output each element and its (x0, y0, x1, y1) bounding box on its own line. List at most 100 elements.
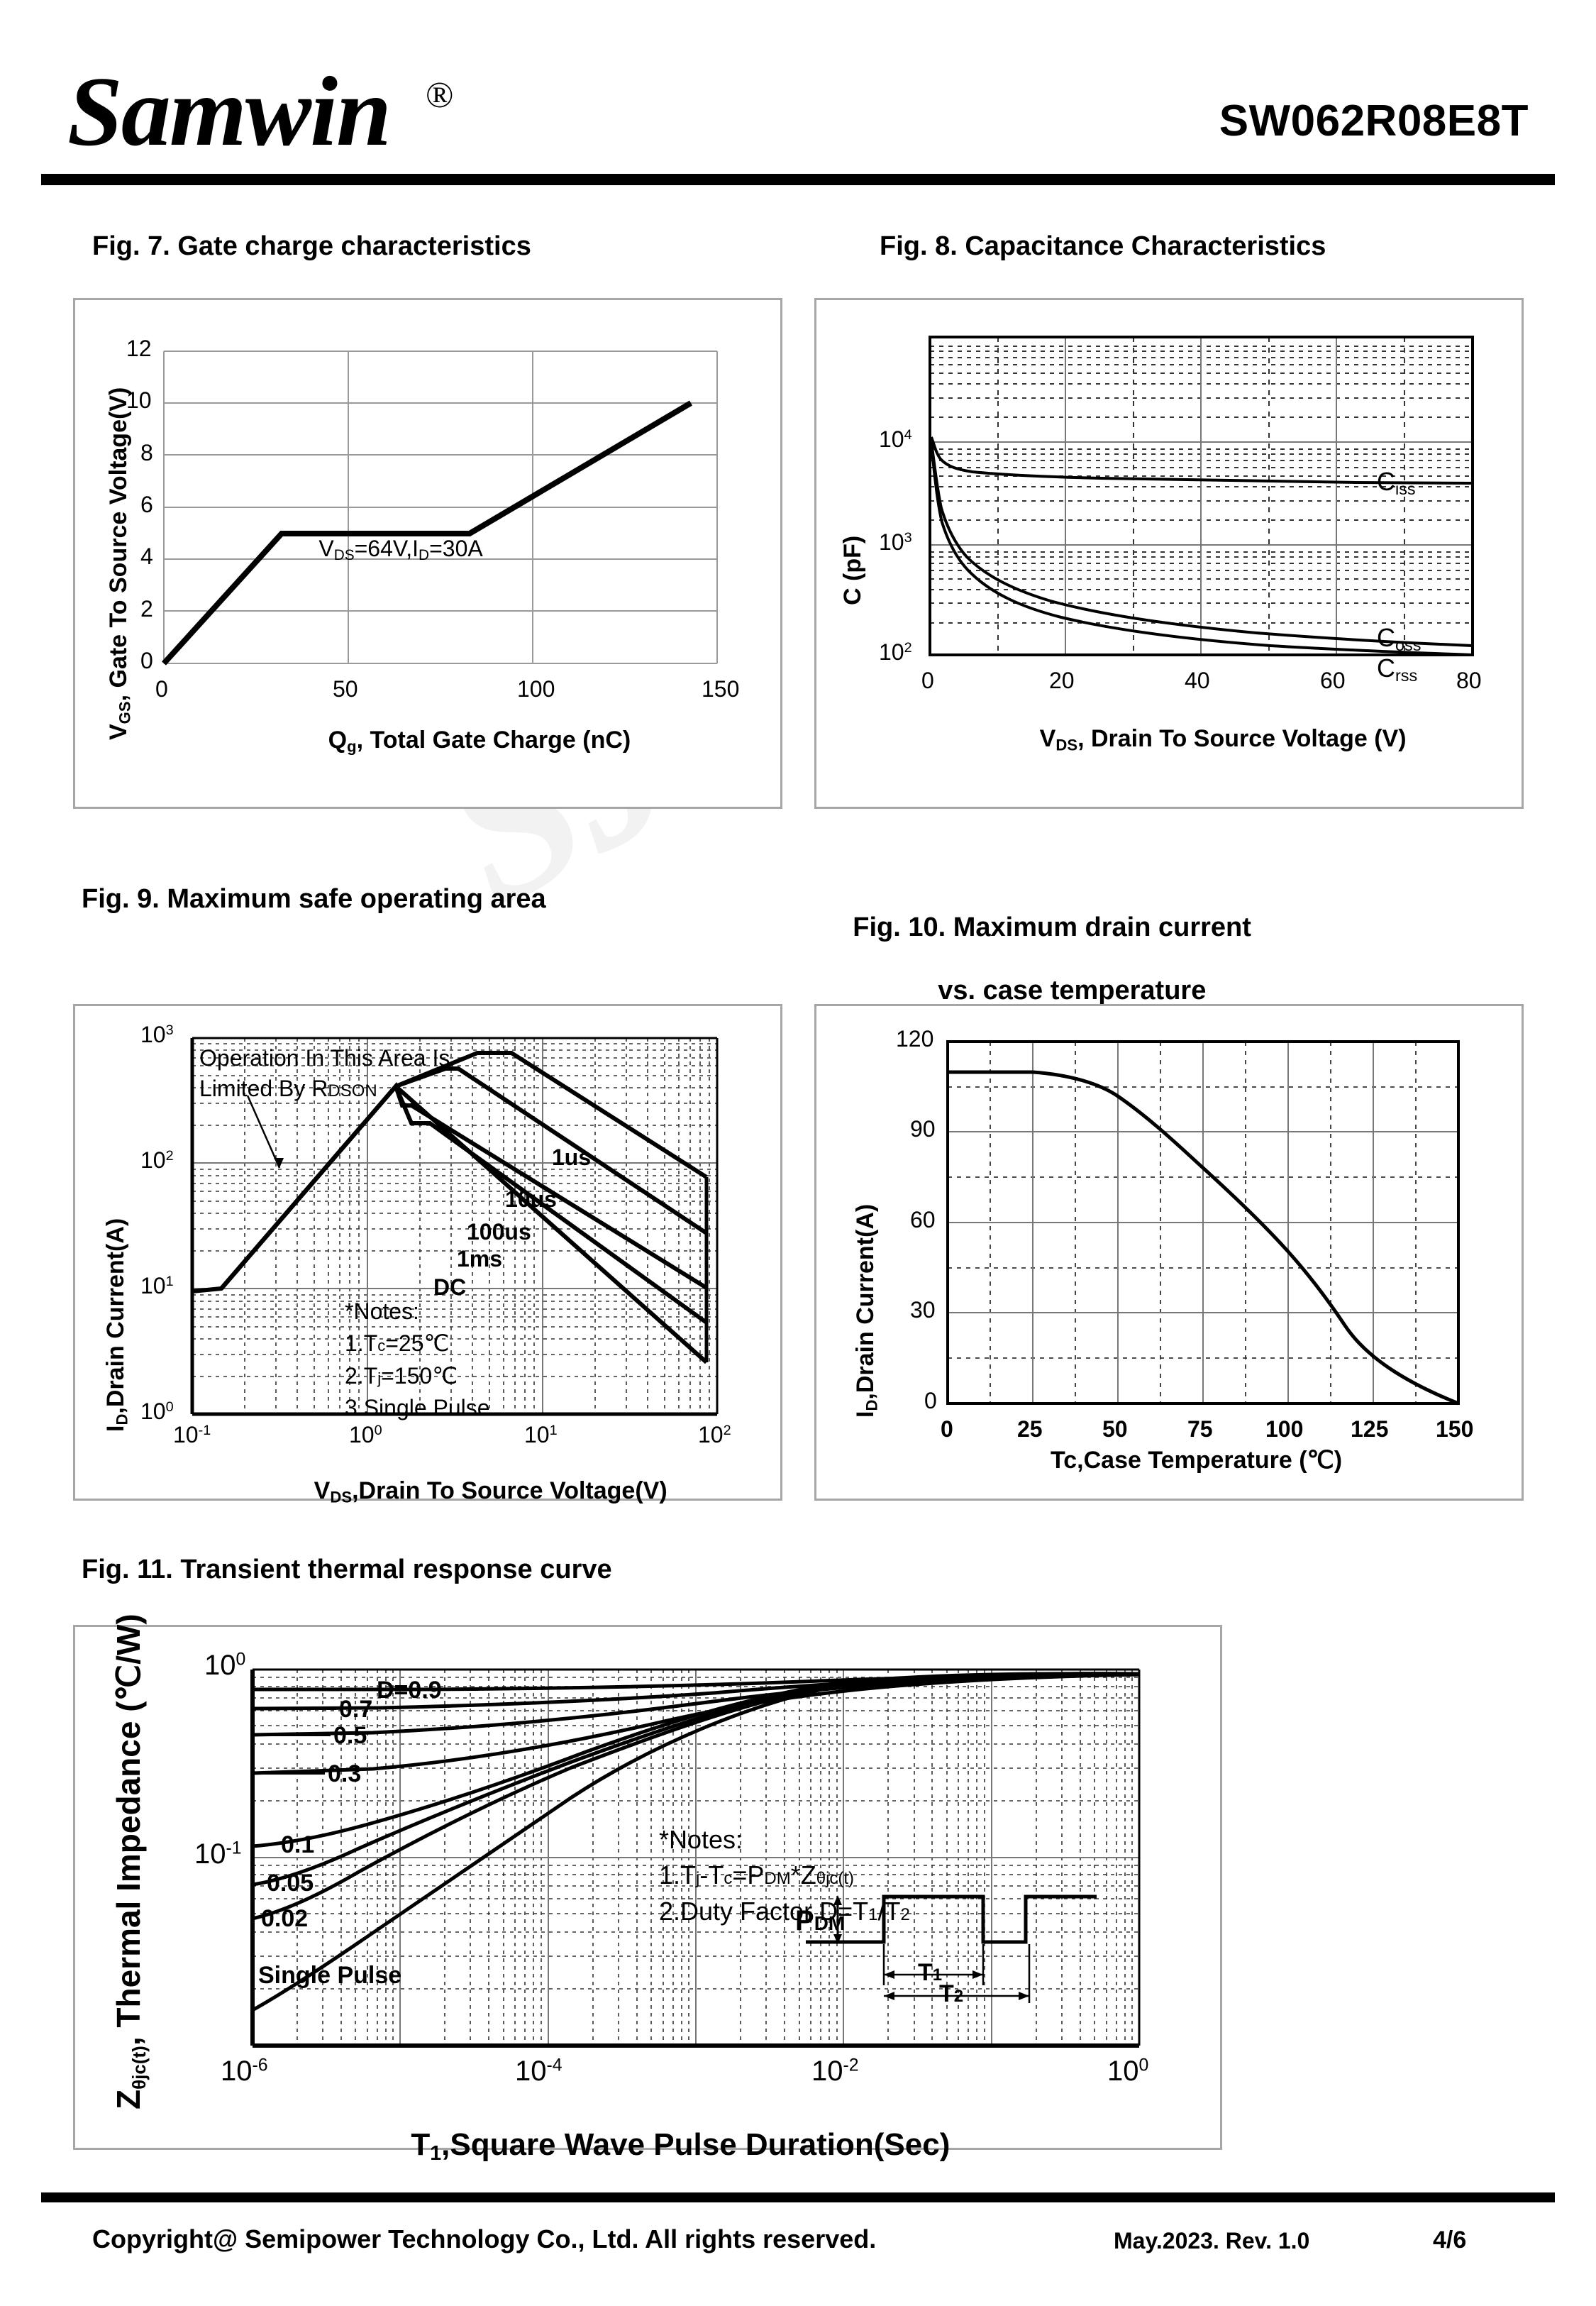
fig10-caption: Fig. 10. Maximum drain current vs. case … (823, 880, 1251, 1039)
fig8-xtick-80: 80 (1456, 668, 1482, 693)
header-divider (41, 174, 1555, 185)
footer-divider (41, 2192, 1555, 2202)
fig11-plot-svg (250, 1668, 1141, 2048)
fig10-xtick-25: 25 (1017, 1416, 1043, 1442)
registered-trademark-icon: ® (426, 75, 454, 116)
fig10-caption-line1: Fig. 10. Maximum drain current (853, 912, 1251, 942)
fig8-ytick-1e4: 104 (879, 426, 912, 452)
fig11-label-03: 0.3 (328, 1760, 362, 1787)
fig9-label-dc: DC (433, 1274, 467, 1300)
fig7-ytick-12: 12 (126, 336, 152, 361)
fig11-series-d07 (252, 1672, 1140, 1711)
fig9-series-dc (219, 1083, 708, 1364)
fig11-xtick-1e-4: 10-4 (515, 2056, 563, 2087)
fig10-ytick-90: 90 (910, 1116, 936, 1142)
fig7-ytick-0: 0 (140, 648, 153, 673)
fig8-xtick-0: 0 (921, 668, 934, 693)
fig10-xtick-0: 0 (941, 1416, 953, 1442)
fig8-label-coss: Coss (1377, 623, 1422, 654)
fig7-xtick-50: 50 (333, 676, 358, 702)
fig8-caption: Fig. 8. Capacitance Characteristics (880, 231, 1326, 261)
fig9-ytick-1e1: 101 (140, 1273, 174, 1298)
fig11-xtick-1e-6: 10-6 (221, 2056, 268, 2087)
fig8-label-ciss: Ciss (1377, 467, 1416, 498)
footer-page-number: 4/6 (1433, 2227, 1467, 2253)
fig11-label-005: 0.05 (267, 1870, 314, 1897)
fig7-xtick-100: 100 (517, 676, 555, 702)
fig8-series-crss (930, 445, 1473, 656)
fig11-series-single-pulse (251, 1672, 1140, 2012)
fig9-label-1us: 1us (552, 1144, 592, 1170)
fig9-label-100us: 100us (467, 1219, 531, 1245)
fig11-label-002: 0.02 (261, 1905, 309, 1932)
fig10-ytick-0: 0 (924, 1388, 937, 1413)
fig11-x-axis-title: T1,Square Wave Pulse Duration(Sec) (411, 2127, 951, 2166)
fig7-annotation-conditions: VDS=64V,ID=30A (318, 536, 483, 564)
fig11-label-07: 0.7 (339, 1696, 373, 1723)
fig8-chart-frame: C (pF) (814, 298, 1524, 809)
fig7-series-vgs (162, 400, 693, 666)
fig10-xtick-50: 50 (1102, 1416, 1128, 1442)
fig9-xtick-1e2: 102 (698, 1422, 731, 1447)
fig9-ytick-1e0: 100 (140, 1399, 174, 1424)
fig10-xtick-75: 75 (1187, 1416, 1213, 1442)
fig9-ytick-1e2: 102 (140, 1147, 174, 1173)
fig7-ytick-6: 6 (140, 492, 153, 517)
fig8-ytick-1e2: 102 (879, 639, 912, 665)
fig7-chart-frame: VGS, Gate To Source Voltage(V) (73, 298, 782, 809)
fig11-chart-frame: Zθjc(t), Thermal Impedance (℃/W) (73, 1613, 1222, 2165)
fig11-notes: *Notes: 1.Tj-Tc=PDM*Zθjc(t) 2.Duty Facto… (659, 1825, 910, 1926)
fig7-plot-svg (162, 351, 718, 666)
fig10-ytick-120: 120 (896, 1026, 934, 1052)
fig7-ytick-10: 10 (126, 387, 152, 413)
fig9-label-1ms: 1ms (457, 1246, 503, 1271)
fig8-series-ciss (930, 436, 1473, 485)
fig8-ytick-1e3: 103 (879, 529, 912, 555)
fig10-xtick-125: 125 (1351, 1416, 1389, 1442)
fig8-xtick-40: 40 (1185, 668, 1210, 693)
fig11-label-pdm: PDM (795, 1905, 846, 1936)
fig10-series-idmax (948, 1070, 1459, 1406)
fig9-x-axis-title: VDS,Drain To Source Voltage(V) (314, 1477, 667, 1506)
fig9-ytick-1e3: 103 (140, 1022, 174, 1047)
fig11-label-single-pulse: Single Pulse (258, 1962, 402, 1989)
fig11-label-01: 0.1 (281, 1831, 315, 1858)
fig9-xtick-1e-1: 10-1 (173, 1422, 211, 1447)
brand-logo: Samwin (67, 57, 392, 167)
fig11-label-t1: T1 (918, 1959, 943, 1986)
fig11-ytick-1e0: 100 (204, 1650, 246, 1681)
fig11-xtick-1e0: 100 (1107, 2056, 1149, 2087)
fig9-callout-rdson: Operation In This Area Is Limited By RDS… (199, 1045, 450, 1102)
fig11-caption: Fig. 11. Transient thermal response curv… (82, 1555, 612, 1584)
fig8-x-axis-title: VDS, Drain To Source Voltage (V) (1039, 725, 1407, 754)
part-number: SW062R08E8T (1219, 96, 1529, 145)
fig10-ytick-30: 30 (910, 1297, 936, 1323)
fig11-xtick-1e-2: 10-2 (811, 2056, 859, 2087)
fig9-plot-svg (190, 1037, 719, 1416)
fig10-x-axis-title: Tc,Case Temperature (℃) (1051, 1447, 1343, 1474)
fig10-xtick-100: 100 (1265, 1416, 1304, 1442)
fig10-xtick-150: 150 (1436, 1416, 1474, 1442)
fig11-ytick-1e-1: 10-1 (194, 1838, 242, 1870)
fig8-xtick-20: 20 (1049, 668, 1075, 693)
fig8-label-crss: Crss (1377, 653, 1418, 685)
fig9-chart-frame: ID,Drain Current(A) (73, 1004, 782, 1506)
fig7-xtick-150: 150 (702, 676, 740, 702)
fig9-xtick-1e0: 100 (349, 1422, 382, 1447)
page-header: Samwin ® SW062R08E8T (0, 0, 1596, 206)
fig8-plot-svg (929, 336, 1474, 656)
fig11-label-t2: T2 (939, 1980, 964, 2007)
fig10-caption-line2: vs. case temperature (938, 976, 1207, 1006)
fig8-xtick-60: 60 (1320, 668, 1346, 693)
fig7-caption: Fig. 7. Gate charge characteristics (92, 231, 531, 261)
fig9-notes: *Notes: 1.Tc=25℃ 2.Tj=150℃ 3.Single Puls… (345, 1298, 490, 1421)
fig11-label-d09: D=0.9 (377, 1677, 442, 1704)
fig9-label-10us: 10us (505, 1186, 557, 1212)
fig9-caption: Fig. 9. Maximum safe operating area (82, 884, 546, 914)
fig7-xtick-0: 0 (155, 676, 168, 702)
fig10-ytick-60: 60 (910, 1207, 936, 1232)
fig10-plot-svg (946, 1040, 1460, 1406)
footer-copyright: Copyright@ Semipower Technology Co., Ltd… (92, 2224, 877, 2253)
fig9-xtick-1e1: 101 (524, 1422, 558, 1447)
